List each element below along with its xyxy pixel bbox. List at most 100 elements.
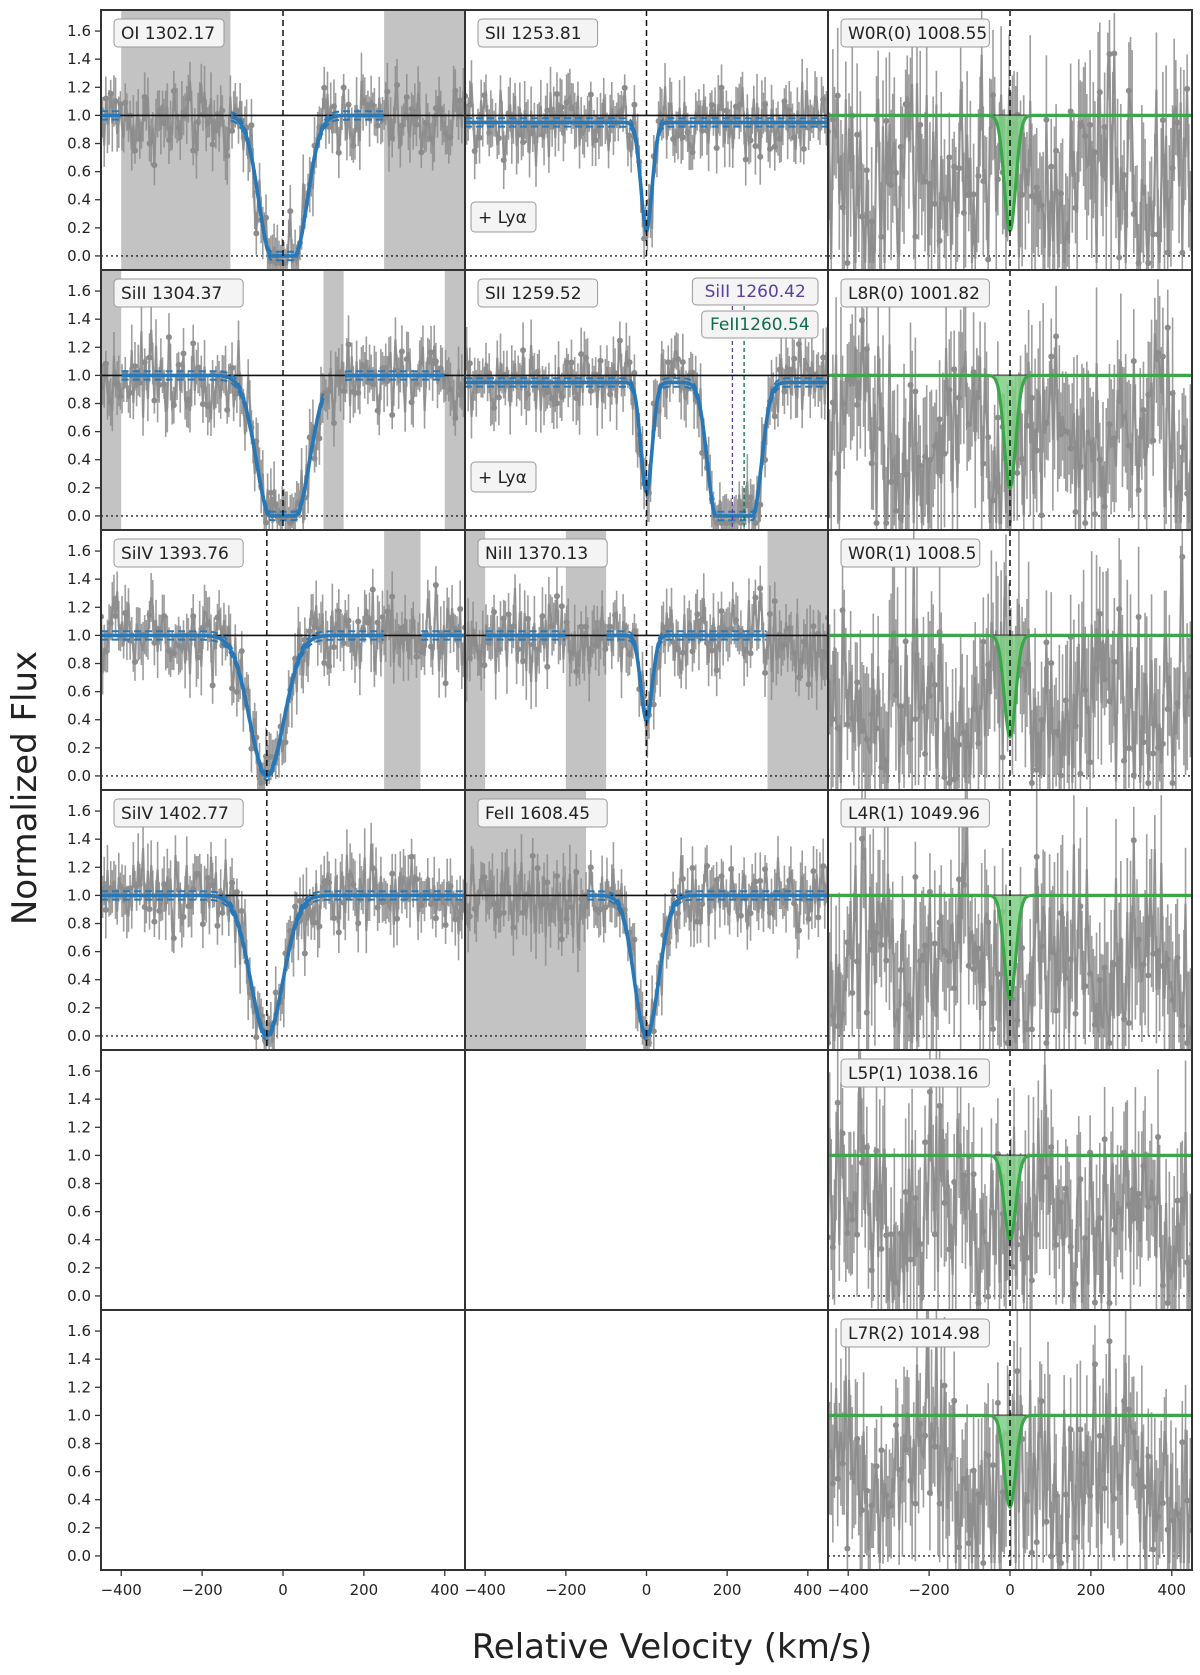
data-point	[858, 1507, 865, 1514]
data-point	[960, 1172, 967, 1179]
x-tick-label: −400	[828, 1581, 869, 1599]
data-point	[413, 380, 420, 387]
data-point	[457, 605, 464, 612]
data-point	[888, 938, 895, 945]
data-point	[713, 519, 720, 526]
data-point	[418, 902, 425, 909]
data-point	[1053, 1007, 1060, 1014]
data-point	[350, 388, 357, 395]
data-point	[1091, 1361, 1098, 1368]
y-tick-label: 1.0	[67, 886, 91, 904]
data-point	[1121, 757, 1128, 764]
data-point	[379, 899, 386, 906]
data-point	[340, 899, 347, 906]
panel-r3-c1: FeII 1608.45	[465, 790, 828, 1050]
data-point	[534, 368, 541, 375]
data-point	[195, 654, 202, 661]
y-tick-label: 1.0	[67, 1146, 91, 1164]
data-point	[602, 904, 609, 911]
data-point	[922, 453, 929, 460]
panels-layer: OI 1302.17 SII 1253.81 + Lyα W0R(0) 1008.55…	[100, 9, 1193, 1571]
data-point	[834, 92, 841, 99]
data-point	[902, 638, 909, 645]
data-point	[951, 1179, 958, 1186]
data-point	[1130, 772, 1137, 779]
data-point	[926, 692, 933, 699]
data-point	[1062, 697, 1069, 704]
data-point	[229, 685, 236, 692]
y-tick-label: 0.2	[67, 739, 91, 757]
data-point	[384, 608, 391, 615]
data-point	[597, 357, 604, 364]
fit-lower-bound	[230, 118, 384, 262]
data-point	[737, 519, 744, 526]
data-point	[742, 156, 749, 163]
data-point	[733, 617, 740, 624]
y-tick-label: 0.6	[67, 1463, 91, 1481]
data-point	[423, 119, 430, 126]
y-tick-label: 0.4	[67, 1491, 91, 1509]
data-point	[263, 214, 270, 221]
data-point	[403, 356, 410, 363]
x-tick-label: −400	[465, 1581, 506, 1599]
data-point	[810, 868, 817, 875]
panel-frame	[464, 1049, 829, 1311]
data-point	[820, 863, 827, 870]
data-point	[151, 162, 158, 169]
data-point	[1174, 1510, 1181, 1517]
data-point	[219, 909, 226, 916]
data-point	[161, 120, 168, 127]
data-point	[970, 1171, 977, 1178]
data-point	[820, 354, 827, 361]
data-point	[1116, 254, 1123, 261]
y-tick-label: 1.6	[67, 1322, 91, 1340]
data-point	[897, 515, 904, 522]
data-point	[975, 740, 982, 747]
data-point	[912, 1500, 919, 1507]
data-point	[1184, 490, 1191, 497]
data-point	[267, 489, 274, 496]
data-point	[878, 1245, 885, 1252]
data-point	[607, 391, 614, 398]
data-point	[926, 1088, 933, 1095]
data-point	[233, 889, 240, 896]
y-tick-label: 0.4	[67, 451, 91, 469]
data-point	[1101, 964, 1108, 971]
data-point	[1062, 1185, 1069, 1192]
data-spectrum	[101, 843, 465, 1045]
y-tick-label: 0.2	[67, 1259, 91, 1277]
data-point	[985, 919, 992, 926]
data-point	[858, 213, 865, 220]
data-point	[922, 750, 929, 757]
data-point	[403, 94, 410, 101]
data-point	[757, 153, 764, 160]
data-point	[413, 876, 420, 883]
data-point	[888, 181, 895, 188]
data-point	[1169, 997, 1176, 1004]
y-tick-label: 0.2	[67, 1519, 91, 1537]
data-point	[558, 603, 565, 610]
data-point	[563, 99, 570, 106]
data-point	[1072, 204, 1079, 211]
data-point	[1135, 259, 1142, 266]
data-point	[834, 1023, 841, 1030]
data-point	[335, 608, 342, 615]
panel-r2-c1: NiII 1370.13	[465, 530, 828, 790]
data-point	[1145, 1453, 1152, 1460]
data-point	[897, 1230, 904, 1237]
data-point	[1155, 231, 1162, 238]
data-point	[185, 95, 192, 102]
data-point	[238, 908, 245, 915]
data-point	[107, 399, 114, 406]
data-point	[311, 919, 318, 926]
data-point	[791, 134, 798, 141]
y-tick-label: 1.0	[67, 626, 91, 644]
fit-lower-bound	[101, 638, 384, 782]
panel-content	[465, 10, 828, 270]
data-point	[369, 381, 376, 388]
data-point	[844, 1545, 851, 1552]
data-point	[122, 610, 129, 617]
data-point	[679, 359, 686, 366]
note-label-box	[470, 461, 537, 493]
data-point	[752, 878, 759, 885]
